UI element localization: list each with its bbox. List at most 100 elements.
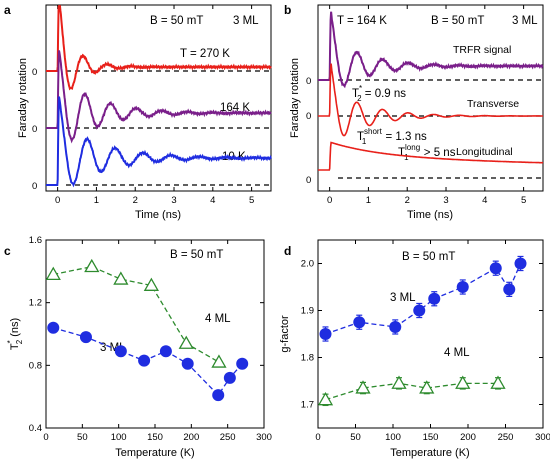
- t1l-sub: 1: [404, 153, 409, 162]
- panel-letter-a: a: [4, 3, 11, 17]
- panel-a-trace: [46, 96, 272, 188]
- panel-a-zero-label: 0: [32, 181, 37, 192]
- panel-c-point-circle: [212, 389, 225, 402]
- panel-c-point-circle: [79, 331, 92, 344]
- panel-b-field-label: B = 50 mT: [431, 15, 484, 27]
- panel-c-point-circle: [114, 345, 127, 358]
- panel-letter-b: b: [284, 3, 291, 17]
- panel-c-ytick-label: 1.6: [29, 235, 42, 246]
- panel-d-point-circle: [456, 281, 469, 293]
- panel-a-xtick-label: 0: [55, 195, 60, 206]
- panel-c-xlabel: Temperature (K): [115, 447, 194, 459]
- panel-c-point-triangle: [178, 335, 194, 349]
- panel-d-point-circle: [353, 316, 366, 329]
- panel-c: Temperature (K) T*2 (ns) B = 50 mT 4 ML …: [6, 239, 265, 459]
- panel-letter-c: c: [4, 244, 11, 258]
- panel-c-ylabel: T*2 (ns): [6, 318, 24, 350]
- panel-a-zero-label: 0: [32, 124, 37, 135]
- panel-b-xlabel: Time (ns): [407, 209, 453, 221]
- panel-b-xtick-label: 0: [327, 195, 332, 206]
- panel-d-ytick-label: 1.8: [301, 353, 314, 364]
- panel-a-ylabel: Faraday rotation: [17, 58, 29, 138]
- panel-d-ytick-label: 2.0: [301, 259, 314, 270]
- panel-d-connector-line: [325, 382, 498, 401]
- panel-c-ytick-label: 0.8: [29, 360, 42, 371]
- panel-c-xtick-label: 50: [77, 432, 88, 443]
- panel-c-point-triangle: [143, 277, 159, 291]
- panel-a-trace: [46, 5, 272, 91]
- panel-c-xtick-label: 150: [147, 432, 163, 443]
- panel-c-point-triangle: [113, 271, 129, 285]
- panel-b-trace-trfr: [318, 11, 544, 89]
- panel-b-xtick-label: 4: [482, 195, 487, 206]
- chart-marks: 0 1 2 3 4 5 0 1 2 3 4 50 50 100 150 200 250 3000.40.81.21…: [29, 5, 550, 443]
- c-ylabel-sup: *: [6, 340, 15, 343]
- panel-d-3ml-label: 3 ML: [390, 292, 416, 304]
- panel-b-t1short-label: Tshort 1 = 1.3 ns: [357, 127, 427, 146]
- t1s-sub: 1: [362, 137, 367, 146]
- panel-a-xtick-label: 1: [94, 195, 99, 206]
- panel-a-xtick-label: 5: [249, 195, 254, 206]
- panel-d-field-label: B = 50 mT: [402, 251, 455, 263]
- panel-b-temp-label: T = 164 K: [337, 15, 387, 27]
- panel-c-point-triangle: [45, 266, 61, 280]
- panel-d-4ml-label: 4 ML: [444, 347, 470, 359]
- panel-c-point-circle: [223, 371, 236, 384]
- panel-d-point-triangle: [317, 391, 334, 406]
- panel-a: Time (ns) Faraday rotation B = 50 mT 3 M…: [17, 4, 272, 221]
- panel-a-trace: [46, 50, 272, 144]
- panel-d-point-circle: [503, 283, 516, 296]
- panel-d-xtick-label: 100: [385, 432, 401, 443]
- panel-d-point-triangle: [490, 375, 506, 389]
- t1s-sup: short: [364, 127, 383, 136]
- panel-d-xtick-label: 250: [498, 432, 514, 443]
- panel-d-point-circle: [389, 320, 402, 333]
- panel-a-field-label: B = 50 mT: [150, 15, 203, 27]
- t2-sub: 2: [357, 94, 362, 103]
- panel-b-xtick-label: 3: [443, 195, 448, 206]
- panel-a-thickness-label: 3 ML: [233, 15, 259, 27]
- t2-symbol: T: [352, 88, 359, 100]
- panel-a-label-270K: T = 270 K: [180, 48, 230, 60]
- panel-a-zero-label: 0: [32, 67, 37, 78]
- c-ylabel-unit: (ns): [9, 318, 21, 340]
- panel-b-xtick-label: 1: [366, 195, 371, 206]
- panel-a-xlabel: Time (ns): [135, 209, 181, 221]
- panel-letter-d: d: [284, 244, 291, 258]
- panel-b-zero-label: 0: [306, 111, 311, 122]
- t2-sup: *: [359, 84, 362, 93]
- panel-c-4ml-label: 4 ML: [205, 313, 231, 325]
- panel-c-connector-line: [53, 265, 220, 363]
- panel-d-xtick-label: 150: [423, 432, 439, 443]
- panel-d-ylabel: g-factor: [279, 315, 291, 353]
- panel-c-xtick-label: 100: [111, 432, 127, 443]
- panel-c-point-triangle: [211, 354, 227, 368]
- panel-b-xtick-label: 5: [521, 195, 526, 206]
- panel-c-xtick-label: 200: [183, 432, 199, 443]
- panel-b-thickness-label: 3 ML: [512, 15, 538, 27]
- panel-b-longitudinal-label: Longitudinal: [456, 146, 513, 158]
- t2-value: = 0.9 ns: [362, 88, 407, 100]
- panel-d-point-triangle: [355, 380, 371, 394]
- panel-b-zero-label: 0: [306, 76, 311, 87]
- panel-c-xtick-label: 250: [220, 432, 236, 443]
- panel-d-point-circle: [413, 304, 426, 317]
- panel-b-frame: [317, 4, 544, 192]
- panel-a-label-164K: 164 K: [220, 102, 250, 114]
- panel-a-xtick-label: 3: [171, 195, 176, 206]
- panel-b-xtick-label: 2: [405, 195, 410, 206]
- panel-b-trace-transverse: [318, 63, 543, 137]
- panel-d-point-circle: [514, 257, 527, 270]
- panel-d-xlabel: Temperature (K): [390, 447, 469, 459]
- panel-d-point-triangle: [455, 375, 471, 389]
- t1l-symbol: T: [398, 147, 405, 159]
- panel-b-ylabel: Faraday rotation: [289, 58, 301, 138]
- panel-c-point-circle: [181, 357, 194, 370]
- panel-c-point-circle: [159, 345, 172, 358]
- panel-b-zero-label: 0: [306, 175, 311, 186]
- panel-d: Temperature (K) g-factor B = 50 mT 3 ML …: [279, 239, 544, 459]
- panel-d-point-triangle: [391, 375, 407, 389]
- panel-c-frame: [45, 239, 265, 429]
- panel-d-ytick-label: 1.9: [301, 306, 314, 317]
